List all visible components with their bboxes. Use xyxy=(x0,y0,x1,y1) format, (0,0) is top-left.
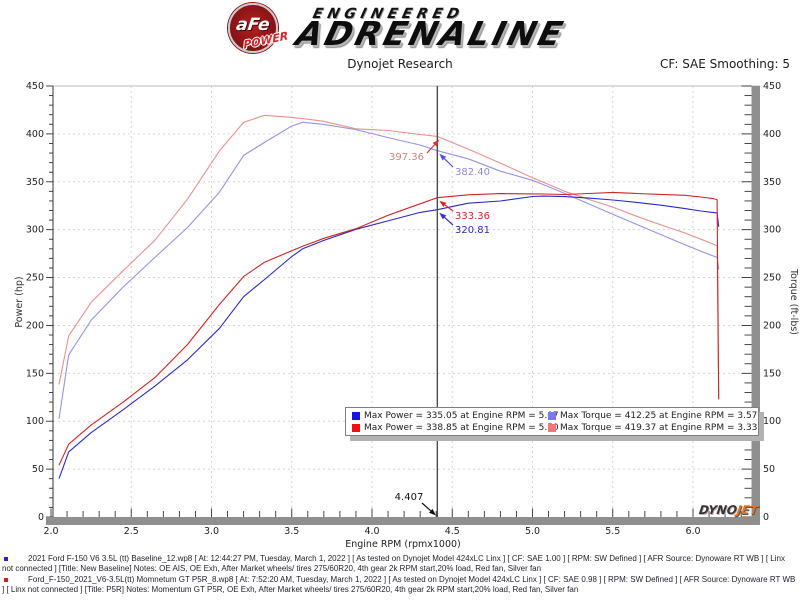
annotations: 397.36 382.40 333.36 320.81 4.407 xyxy=(389,86,490,517)
left-axis-title: Power (hp) xyxy=(14,276,25,327)
left-axis-tick-label: 100 xyxy=(26,416,44,427)
header-logo: aFe POWER ENGINEERED ADRENALINE xyxy=(0,0,800,56)
left-axis-tick-label: 450 xyxy=(26,81,44,92)
run-bullet xyxy=(4,557,8,561)
annotation-arrow-head xyxy=(439,212,447,220)
right-axis-bar xyxy=(751,86,760,525)
smoothing-setting-label: CF: SAE Smoothing: 5 xyxy=(659,57,790,71)
torque-p5r-curve xyxy=(58,114,720,400)
left-axis-tick-label: 50 xyxy=(32,464,44,475)
dynojet-logo: DYNOJET xyxy=(698,503,759,517)
left-axis-tick-label: 400 xyxy=(26,129,44,140)
run-bullet xyxy=(4,578,8,582)
gridlines xyxy=(53,85,760,517)
cursor-value-label: 397.36 xyxy=(389,152,424,163)
legend-entry: Max Power = 338.85 at Engine RPM = 5.50 xyxy=(352,422,559,433)
right-axis-tick-label: 350 xyxy=(763,177,781,188)
legend-entry: Max Torque = 412.25 at Engine RPM = 3.57 xyxy=(548,410,758,421)
legend-swatch xyxy=(352,423,360,432)
left-axis-tick-label: 350 xyxy=(26,177,44,188)
legend-entries: Max Power = 335.05 at Engine RPM = 5.07 M… xyxy=(352,410,758,433)
cursor-value-label: 382.40 xyxy=(455,167,490,178)
x-axis-tick-label: 3.0 xyxy=(204,526,219,537)
x-axis-tick-label: 2.0 xyxy=(43,526,58,537)
right-axis-tick-label: 100 xyxy=(763,416,781,427)
x-axis-tick-label: 3.5 xyxy=(284,526,299,537)
legend-swatch xyxy=(352,411,360,420)
curves xyxy=(58,114,720,479)
right-axis-tick-label: 200 xyxy=(763,320,781,331)
power-baseline-curve xyxy=(58,195,720,479)
axes: 0 50 100 150 200 250 300 350 400 450 Power (hp) 0 50… xyxy=(14,81,799,550)
torque-baseline-curve xyxy=(58,121,720,419)
left-axis-tick-label: 150 xyxy=(26,368,44,379)
right-axis-tick-label: 450 xyxy=(763,81,781,92)
run-notes-footer: 2021 Ford F-150 V6 3.5L (tt) Baseline_12… xyxy=(0,554,800,596)
legend-entry: Max Power = 335.05 at Engine RPM = 5.07 xyxy=(352,410,559,421)
annotation-arrow-line xyxy=(426,144,436,154)
cursor-value-label: 333.36 xyxy=(455,211,490,222)
x-axis-tick-label: 2.5 xyxy=(124,526,139,537)
x-axis-tick-label: 6.0 xyxy=(685,526,700,537)
legend-entry-text: Max Power = 338.85 at Engine RPM = 5.50 xyxy=(364,422,559,433)
x-axis-tick-label: 5.5 xyxy=(605,526,620,537)
cursor-rpm-label: 4.407 xyxy=(395,492,424,503)
annotation-arrow-line xyxy=(443,158,454,168)
legend-entry: Max Torque = 419.37 at Engine RPM = 3.33 xyxy=(548,422,758,433)
x-axis-tick-label: 4.0 xyxy=(364,526,379,537)
annotation-arrow-head xyxy=(439,153,447,161)
annotation-arrow-head xyxy=(439,200,447,208)
cursor-value-label: 320.81 xyxy=(455,225,490,236)
right-axis-tick-label: 300 xyxy=(763,225,781,236)
legend-entry-text: Max Torque = 412.25 at Engine RPM = 3.57 xyxy=(560,410,758,421)
annotation-arrow-head xyxy=(429,508,436,516)
dynojet-logo-jet: JET xyxy=(735,503,759,517)
x-axis-title: Engine RPM (rpmx1000) xyxy=(345,539,461,550)
x-axis-bar xyxy=(46,517,760,525)
legend-swatch xyxy=(548,423,556,432)
legend-swatch xyxy=(548,411,556,420)
annotation-arrow-line xyxy=(444,204,454,212)
run-note-text: 2021 Ford F-150 V6 3.5L (tt) Baseline_12… xyxy=(2,554,785,573)
annotation-arrow-head xyxy=(432,139,440,147)
left-axis-tick-label: 250 xyxy=(26,273,44,284)
legend-entry-text: Max Torque = 419.37 at Engine RPM = 3.33 xyxy=(560,422,758,433)
x-axis-tick-label: 5.0 xyxy=(525,526,540,537)
right-axis-tick-label: 400 xyxy=(763,129,781,140)
legend-box: Max Power = 335.05 at Engine RPM = 5.07 M… xyxy=(345,407,759,436)
right-axis-tick-label: 150 xyxy=(763,368,781,379)
legend-entry-text: Max Power = 335.05 at Engine RPM = 5.07 xyxy=(364,410,559,421)
run-note-text: Ford_F-150_2021_V6-3.5L(tt) Momnetum GT … xyxy=(2,575,796,594)
annotation-arrow-line xyxy=(444,216,454,226)
dynojet-logo-dyno: DYNO xyxy=(698,503,738,517)
annotation-arrow-line xyxy=(421,502,432,512)
chart-title: Dynojet Research xyxy=(347,57,453,71)
right-axis-tick-label: 0 xyxy=(763,512,769,523)
left-axis-tick-label: 200 xyxy=(26,320,44,331)
left-axis-tick-label: 0 xyxy=(38,512,44,523)
left-axis-tick-label: 300 xyxy=(26,225,44,236)
x-axis-tick-label: 4.5 xyxy=(445,526,460,537)
afe-power-logo: aFe xyxy=(228,3,278,53)
power-p5r-curve xyxy=(58,191,720,466)
run-note: 2021 Ford F-150 V6 3.5L (tt) Baseline_12… xyxy=(0,554,796,574)
right-axis-tick-label: 250 xyxy=(763,273,781,284)
right-axis-title: Torque (ft-lbs) xyxy=(788,268,799,335)
right-axis-tick-label: 50 xyxy=(763,464,775,475)
run-note: Ford_F-150_2021_V6-3.5L(tt) Momnetum GT … xyxy=(0,575,796,595)
